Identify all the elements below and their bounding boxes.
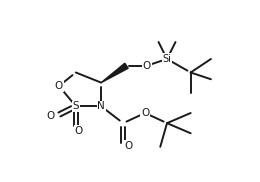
Text: S: S [73, 101, 79, 111]
Text: O: O [74, 126, 82, 136]
Polygon shape [101, 63, 128, 83]
Text: O: O [124, 141, 132, 151]
Text: O: O [141, 108, 149, 118]
Text: N: N [97, 101, 105, 111]
Text: Si: Si [162, 54, 171, 64]
Text: O: O [143, 61, 151, 71]
Text: O: O [47, 111, 55, 121]
Text: O: O [55, 81, 63, 91]
